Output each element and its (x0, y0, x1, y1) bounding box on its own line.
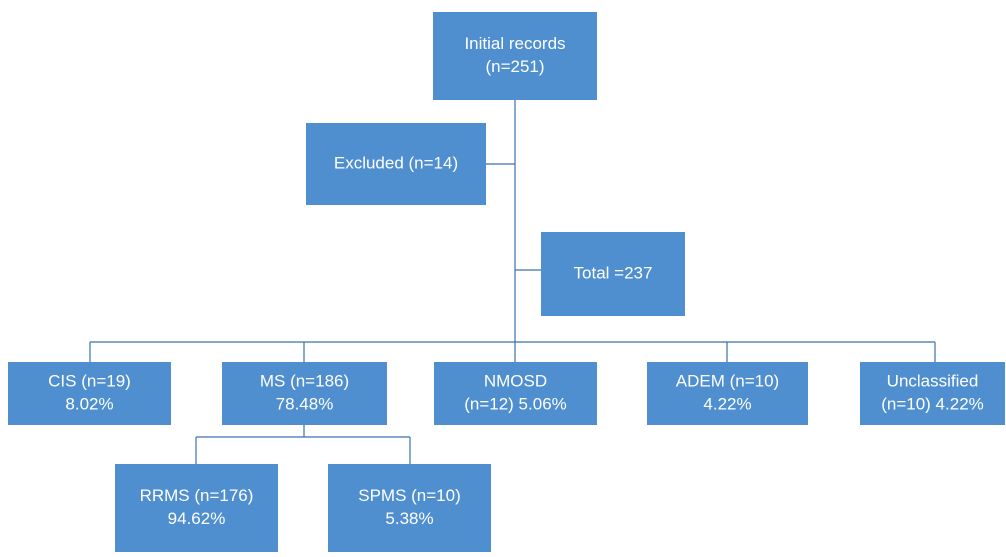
node: Total =237 (541, 232, 685, 316)
node-label: CIS (n=19) (48, 371, 131, 390)
node-box (647, 362, 808, 425)
node-box (541, 232, 685, 316)
node-label: 4.22% (703, 394, 751, 413)
node: MS (n=186) 78.48% (222, 362, 387, 425)
node-box (8, 362, 171, 425)
node-label: Unclassified (887, 371, 979, 390)
node: NMOSD (n=12) 5.06% (434, 362, 597, 425)
node-label: 94.62% (168, 509, 226, 528)
node-label: NMOSD (484, 371, 547, 390)
node-label: Initial records (464, 34, 565, 53)
node-box (433, 12, 597, 100)
node: ADEM (n=10) 4.22% (647, 362, 808, 425)
node-label: ADEM (n=10) (676, 371, 779, 390)
node-box (115, 464, 278, 552)
node-label: (n=251) (485, 57, 544, 76)
node-label: SPMS (n=10) (358, 486, 461, 505)
node-box (434, 362, 597, 425)
node-label: (n=10) 4.22% (881, 394, 984, 413)
connector (89, 341, 936, 362)
node: RRMS (n=176) 94.62% (115, 464, 278, 552)
node-box (222, 362, 387, 425)
node: SPMS (n=10) 5.38% (328, 464, 491, 552)
node-label: 5.38% (385, 509, 433, 528)
node-box (306, 123, 486, 205)
connector (486, 100, 541, 342)
node-box (328, 464, 491, 552)
node: CIS (n=19) 8.02% (8, 362, 171, 425)
node-label: 8.02% (65, 394, 113, 413)
connector (195, 425, 411, 464)
node-box (860, 362, 1005, 425)
node-label: RRMS (n=176) (140, 486, 254, 505)
node: Excluded (n=14) (306, 123, 486, 205)
node-label: MS (n=186) (260, 371, 349, 390)
node-label: Total =237 (574, 263, 653, 282)
node: Unclassified (n=10) 4.22% (860, 362, 1005, 425)
node-label: Excluded (n=14) (334, 153, 458, 172)
connectors (89, 100, 936, 464)
node: Initial records (n=251) (433, 12, 597, 100)
node-label: (n=12) 5.06% (464, 394, 567, 413)
node-label: 78.48% (276, 394, 334, 413)
